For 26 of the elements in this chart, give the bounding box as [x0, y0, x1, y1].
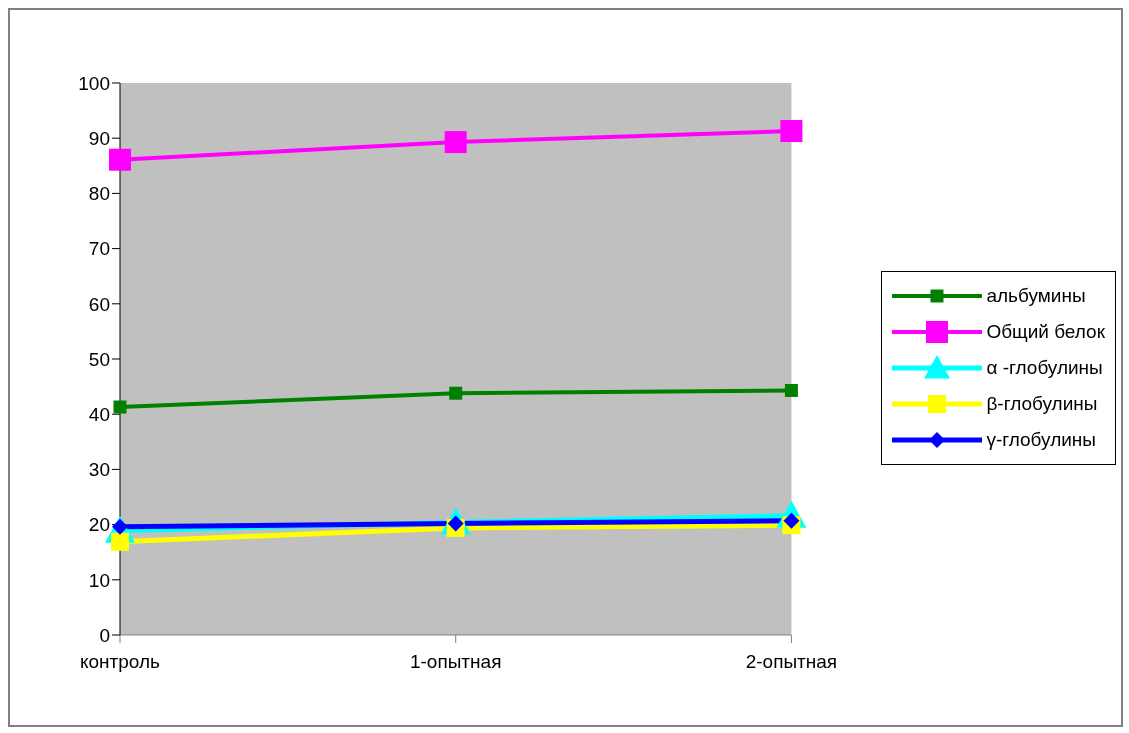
y-tick-label: 20 [88, 514, 110, 536]
point [449, 386, 463, 400]
legend-label: β-глобулины [986, 392, 1098, 415]
y-tick-label: 50 [88, 348, 110, 370]
y-tick-label: 100 [78, 72, 110, 94]
point [784, 383, 798, 397]
y-tick-label: 30 [88, 459, 110, 481]
y-tick-label: 90 [88, 127, 110, 149]
y-tick-label: 80 [88, 183, 110, 205]
legend-label: α -глобулины [986, 356, 1103, 379]
y-tick-label: 40 [88, 403, 110, 425]
x-tick-label: контроль [80, 651, 161, 673]
legend-label: альбумины [986, 284, 1086, 307]
point [444, 131, 467, 154]
y-tick-label: 0 [99, 624, 110, 646]
y-tick-label: 70 [88, 238, 110, 260]
point [113, 400, 127, 414]
y-tick-label: 10 [88, 569, 110, 591]
legend-label: γ-глобулины [986, 428, 1097, 451]
point [111, 532, 129, 551]
point [780, 120, 803, 143]
x-tick-label: 1-опытная [409, 651, 502, 673]
point [109, 148, 131, 171]
legend-label: Общий белок [986, 320, 1105, 343]
y-tick-label: 60 [88, 293, 110, 315]
x-tick-label: 2-опытная [745, 651, 838, 673]
